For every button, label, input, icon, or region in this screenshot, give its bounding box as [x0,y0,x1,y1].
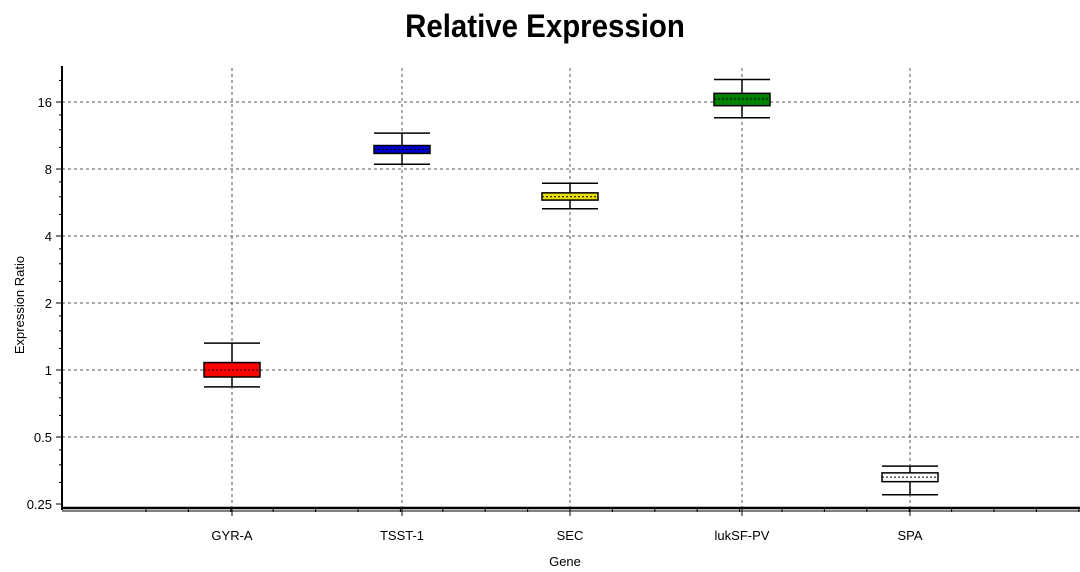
label-layer: 0.25 0.5 1 2 4 8 16 GYR-A TSST-1 SEC lukSF-PV SPA [27,95,923,543]
y-tick-label: 0.5 [34,430,52,445]
box-luksf-pv [713,78,771,119]
chart-title: Relative Expression [405,8,685,44]
y-tick-label: 8 [45,162,52,177]
y-tick-label: 0.25 [27,497,52,512]
x-tick-label: lukSF-PV [715,528,770,543]
box-sec [541,182,599,210]
x-tick-label: GYR-A [211,528,253,543]
box-gyr-a [203,342,261,388]
y-tick-label: 2 [45,296,52,311]
box-layer [203,78,939,496]
x-tick-label: SEC [557,528,584,543]
x-axis-label: Gene [549,554,581,569]
axis-layer [56,66,1080,516]
y-tick-label: 16 [38,95,52,110]
y-tick-label: 4 [45,229,52,244]
x-tick-label: TSST-1 [380,528,424,543]
box-spa [881,465,939,496]
y-axis-label: Expression Ratio [12,256,27,354]
grid-layer [62,68,1080,508]
y-tick-label: 1 [45,363,52,378]
box-tsst-1 [373,132,431,166]
x-tick-label: SPA [897,528,922,543]
